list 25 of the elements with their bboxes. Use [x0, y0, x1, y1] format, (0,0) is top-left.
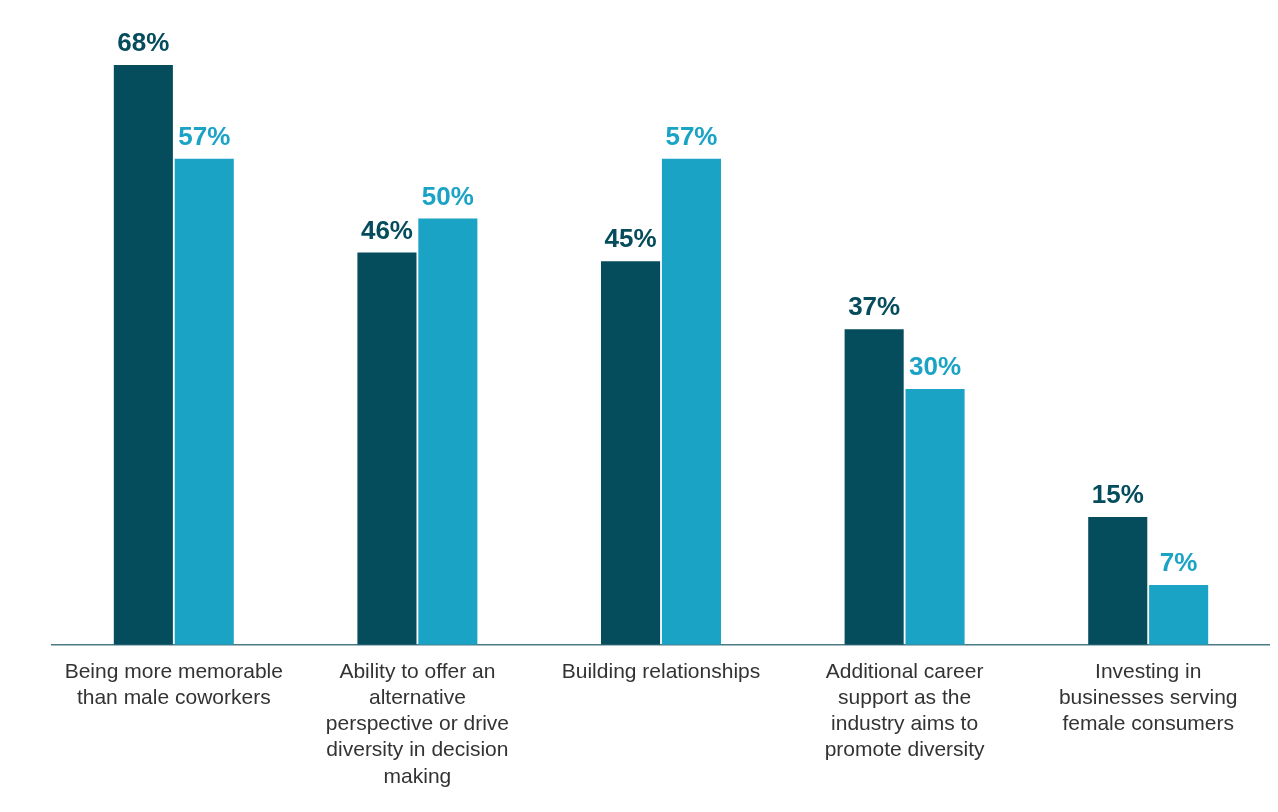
bar [357, 252, 417, 645]
bar [844, 329, 904, 645]
bar [1149, 585, 1209, 645]
bar [113, 65, 173, 645]
data-label: 37% [848, 291, 901, 322]
bar [661, 158, 721, 645]
data-label: 46% [360, 214, 413, 245]
x-tick-label: Ability to offer an alternative perspective or drive diversity in decision making [325, 658, 510, 787]
bar [1088, 516, 1148, 645]
x-tick-label: Being more memorable than male coworkers [64, 658, 283, 708]
x-tick-label: Building relationships [561, 658, 761, 682]
bar [905, 389, 965, 645]
data-label: 57% [665, 121, 718, 151]
data-label: 30% [909, 351, 962, 382]
data-label: 15% [1091, 479, 1144, 510]
bar [174, 158, 234, 645]
bar [601, 261, 661, 645]
data-label: 7% [1159, 547, 1198, 578]
data-label: 50% [421, 180, 474, 211]
data-label: 68% [117, 27, 170, 58]
data-label: 57% [178, 121, 231, 151]
data-label: 45% [604, 223, 657, 254]
bar [418, 218, 478, 645]
x-tick-label: Additional career support as the industry aims to promote diversity [824, 658, 986, 761]
x-tick-label: Investing in businesses serving female consumers [1058, 658, 1238, 735]
